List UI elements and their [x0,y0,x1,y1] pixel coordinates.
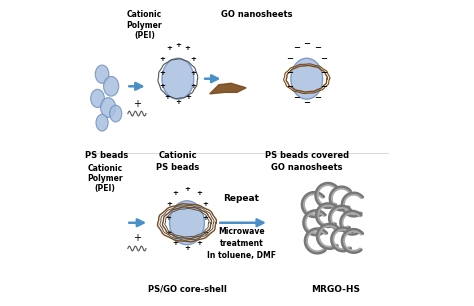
Text: −: − [287,54,293,64]
Text: +: + [160,56,165,62]
Text: MRGO-HS: MRGO-HS [311,285,360,294]
Ellipse shape [96,114,108,131]
Text: +: + [196,190,202,196]
Text: Microwave
treatment
In toluene, DMF: Microwave treatment In toluene, DMF [207,227,276,260]
Ellipse shape [162,58,194,99]
Text: −: − [303,39,310,48]
Text: −: − [286,82,292,91]
Text: GO nanosheets: GO nanosheets [221,10,292,20]
Text: +: + [166,45,172,51]
Text: +: + [190,83,196,89]
Text: PS beads covered
GO nanosheets: PS beads covered GO nanosheets [264,151,349,172]
Text: +: + [184,244,190,251]
Polygon shape [210,83,246,94]
Text: PS beads: PS beads [85,151,128,160]
Text: +: + [166,201,172,207]
Text: +: + [190,56,196,62]
Text: +: + [165,215,171,221]
Text: −: − [303,98,310,106]
Ellipse shape [100,98,116,118]
Text: −: − [292,43,300,52]
Text: +: + [164,94,170,100]
Ellipse shape [95,65,109,83]
Ellipse shape [291,58,323,99]
Text: +: + [172,240,178,246]
Ellipse shape [91,89,104,107]
Text: −: − [320,68,327,77]
Text: +: + [159,70,165,76]
Text: +: + [185,94,191,100]
Ellipse shape [109,105,122,122]
Ellipse shape [104,76,119,96]
Text: −: − [286,68,292,77]
Text: Repeat: Repeat [224,194,260,203]
Text: +: + [133,233,141,243]
Text: −: − [224,92,232,102]
Text: −: − [320,54,327,64]
Ellipse shape [170,201,204,245]
Text: +: + [184,186,190,192]
Text: +: + [133,99,141,110]
Text: +: + [175,42,181,48]
Text: +: + [175,99,181,105]
Text: +: + [202,215,209,221]
Text: +: + [165,230,171,236]
Text: −: − [292,93,300,102]
Text: Cationic
Polymer
(PEI): Cationic Polymer (PEI) [87,164,123,193]
Text: Cationic
PS beads: Cationic PS beads [156,151,200,172]
Text: −: − [314,43,321,52]
Text: +: + [196,240,202,246]
Text: +: + [184,45,190,51]
Text: PS/GO core-shell: PS/GO core-shell [147,285,227,294]
Text: +: + [202,230,209,236]
Text: +: + [172,190,178,196]
Text: +: + [190,70,196,76]
Text: −: − [320,82,327,91]
Text: +: + [159,83,165,89]
Text: −: − [314,93,321,102]
Text: +: + [202,201,209,207]
Text: Cationic
Polymer
(PEI): Cationic Polymer (PEI) [127,10,162,40]
